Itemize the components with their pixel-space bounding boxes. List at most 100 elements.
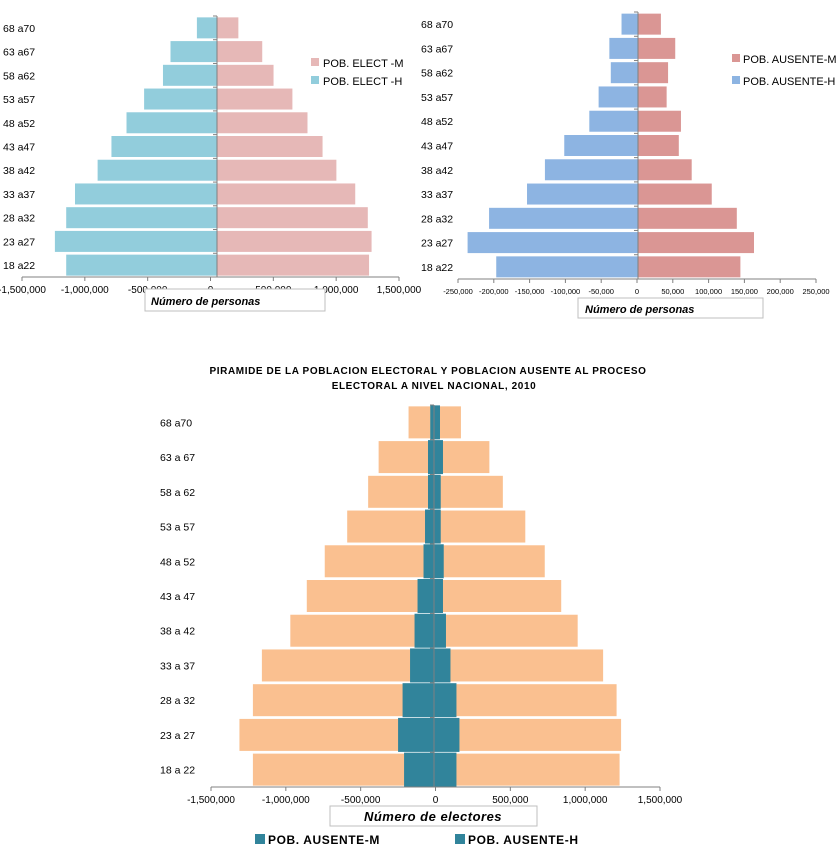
- chart3-x-tick-label: -1,000,000: [262, 795, 310, 806]
- chart2-legend-label-h: POB. AUSENTE-H: [743, 76, 835, 88]
- chart1-bar-m: [217, 41, 263, 63]
- chart2-bar-m: [638, 183, 712, 205]
- chart2-category-label: 48 a52: [421, 116, 453, 128]
- chart2-bar-h: [527, 183, 638, 205]
- chart1-category-label: 58 a62: [3, 70, 35, 82]
- chart3-bar-electoral-m: [434, 718, 622, 751]
- chart2-legend-label-m: POB. AUSENTE-M: [743, 54, 836, 66]
- chart3-category-label: 33 a 37: [160, 660, 195, 672]
- chart3-x-tick-label: -1,500,000: [187, 795, 235, 806]
- chart1-bar-h: [170, 41, 217, 63]
- chart1-bar-h: [66, 207, 217, 229]
- chart3-bar-m: [434, 648, 451, 683]
- chart1-bar-m: [217, 159, 337, 181]
- chart3-bar-electoral-h: [368, 475, 434, 508]
- chart1-category-label: 33 a37: [3, 189, 35, 201]
- chart3-category-label: 38 a 42: [160, 626, 195, 638]
- chart2-bar-m: [638, 110, 681, 132]
- chart3-category-label: 28 a 32: [160, 695, 195, 707]
- chart3-bar-electoral-h: [378, 441, 434, 474]
- chart2-axis: 18 a22 23 a27 28 a32 33 a37 38 a42 43 a47 48 a…: [421, 11, 830, 296]
- chart3-bar-electoral-m: [434, 545, 545, 578]
- chart3-bar-electoral-m: [434, 614, 578, 647]
- chart2-bars: [467, 13, 754, 278]
- chart1-legend-label-m: POB. ELECT -M: [323, 58, 403, 70]
- chart2-x-tick-label: -200,000: [479, 287, 509, 296]
- chart3-bar-electoral-m: [434, 441, 490, 474]
- chart3-bar-m: [434, 717, 460, 752]
- chart3-bar-m: [434, 752, 457, 787]
- chart2-bar-m: [638, 37, 676, 59]
- chart3-bar-electoral-m: [434, 753, 620, 786]
- chart1-bar-h: [97, 159, 217, 181]
- chart3-bar-electoral-m: [434, 649, 604, 682]
- chart3-bar-electoral-h: [261, 649, 434, 682]
- chart2-category-label: 33 a37: [421, 189, 453, 201]
- chart1-bar-m: [217, 112, 308, 134]
- chart2-bar-h: [621, 13, 638, 35]
- chart2-x-tick-label: 50,000: [661, 287, 684, 296]
- chart3-bar-h: [410, 648, 434, 683]
- chart3-bar-m: [434, 544, 444, 579]
- chart2-bar-h: [598, 86, 638, 108]
- chart3-legend-label-m: POB. AUSENTE-M: [268, 833, 380, 847]
- chart3-x-tick-label: 0: [433, 795, 439, 806]
- chart2-legend-swatch-h: [732, 76, 740, 84]
- chart3-bar-m: [434, 440, 443, 475]
- chart2-category-label: 18 a22: [421, 262, 453, 274]
- chart1-category-label: 43 a47: [3, 142, 35, 154]
- chart3-category-label: 23 a 27: [160, 730, 195, 742]
- chart1-bar-m: [217, 183, 356, 205]
- chart1-category-label: 68 a70: [3, 23, 35, 35]
- chart3-bar-h: [402, 683, 434, 718]
- chart1-x-tick-label: 1,500,000: [377, 285, 422, 296]
- chart2-legend-swatch-m: [732, 54, 740, 62]
- chart2-bar-m: [638, 13, 661, 35]
- chart1-legend: POB. ELECT -M POB. ELECT -H: [311, 58, 403, 88]
- chart3-legend-swatch-m: [255, 834, 265, 844]
- chart3-bar-m: [434, 474, 441, 509]
- chart3-bar-m: [434, 613, 446, 648]
- chart3-bar-h: [414, 613, 434, 648]
- chart3-x-tick-label: 1,500,000: [638, 795, 683, 806]
- chart3-bar-h: [398, 717, 434, 752]
- chart3-x-tick-label: -500,000: [341, 795, 381, 806]
- chart3-bar-h: [423, 544, 434, 579]
- chart1-legend-swatch-m: [311, 58, 319, 66]
- chart2-category-label: 28 a32: [421, 213, 453, 225]
- chart2-xlabel: Número de personas: [585, 304, 694, 316]
- chart1-bar-h: [111, 136, 217, 157]
- chart2-x-tick-label: 150,000: [731, 287, 758, 296]
- chart1-category-label: 38 a42: [3, 165, 35, 177]
- chart3-category-label: 48 a 52: [160, 556, 195, 568]
- chart1-category-label: 18 a22: [3, 260, 35, 272]
- chart1-category-label: 53 a57: [3, 94, 35, 106]
- chart1-xlabel-box: [144, 288, 326, 312]
- chart3-category-label: 58 a 62: [160, 487, 195, 499]
- chart3-bar-electoral-m: [434, 684, 617, 717]
- chart1-bar-m: [217, 136, 323, 157]
- chart2-category-label: 23 a27: [421, 238, 453, 250]
- chart3-bar-electoral-m: [434, 580, 562, 612]
- chart2-category-label: 68 a70: [421, 19, 453, 31]
- chart1-bar-m: [217, 254, 370, 276]
- chart2-x-tick-label: 200,000: [767, 287, 794, 296]
- chart2-bar-h: [589, 110, 638, 132]
- chart1-legend-swatch-h: [311, 76, 319, 84]
- chart2-category-label: 53 a57: [421, 92, 453, 104]
- chart3-legend-label-h: POB. AUSENTE-H: [468, 833, 579, 847]
- chart3-bar-m: [434, 405, 440, 440]
- chart1-bar-h: [54, 230, 217, 252]
- chart3-bar-electoral-h: [306, 580, 434, 612]
- chart2-bar-m: [638, 207, 737, 229]
- chart1-bar-h: [196, 17, 217, 39]
- chart3-title-line1: PIRAMIDE DE LA POBLACION ELECTORAL Y POB…: [209, 366, 646, 377]
- chart3-bar-h: [425, 509, 434, 544]
- chart1-bar-m: [217, 207, 368, 229]
- chart2-x-tick-label: -250,000: [443, 287, 473, 296]
- chart1-x-tick-label: -1,500,000: [0, 285, 46, 296]
- chart2-xlabel-box: [577, 297, 764, 319]
- chart1-legend-label-h: POB. ELECT -H: [323, 76, 402, 88]
- chart3-x-tick-label: 1,000,000: [563, 795, 608, 806]
